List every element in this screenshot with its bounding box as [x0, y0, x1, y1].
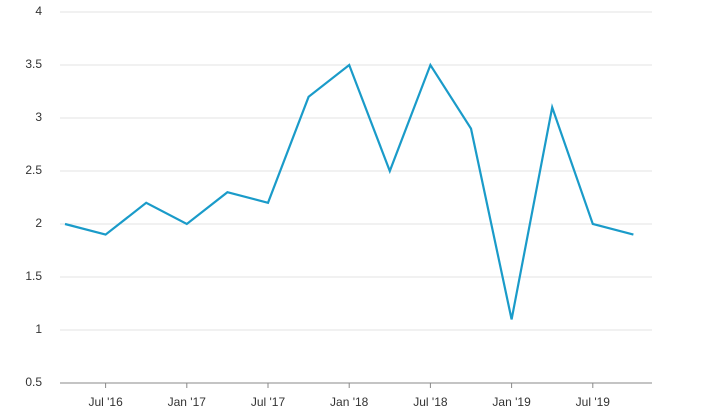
x-tick-label: Jul '19 [576, 395, 611, 409]
y-tick-label: 3 [35, 110, 42, 124]
x-tick-label: Jan '17 [168, 395, 207, 409]
y-tick-label: 2 [35, 216, 42, 230]
y-tick-label: 0.5 [25, 375, 42, 389]
y-tick-label: 3.5 [25, 57, 42, 71]
x-tick-label: Jul '18 [413, 395, 448, 409]
x-tick-label: Jan '19 [492, 395, 531, 409]
y-tick-label: 1.5 [25, 269, 42, 283]
y-tick-label: 1 [35, 322, 42, 336]
x-tick-label: Jul '16 [88, 395, 123, 409]
x-tick-label: Jul '17 [251, 395, 286, 409]
line [64, 62, 634, 320]
y-tick-label: 4 [35, 4, 42, 18]
x-tick-label: Jan '18 [330, 395, 369, 409]
y-tick-label: 2.5 [25, 163, 42, 177]
